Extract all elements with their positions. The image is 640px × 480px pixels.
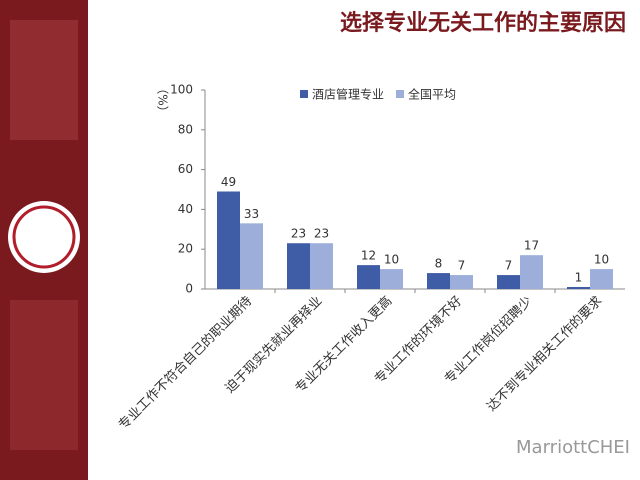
data-label: 33	[244, 207, 259, 221]
bar	[590, 269, 613, 289]
x-tick-label: 达不到专业相关工作的要求	[484, 293, 606, 415]
side-decoration	[10, 300, 78, 450]
x-tick-label: 专业工作不符合自己的职业期待	[115, 293, 255, 433]
legend-label: 全国平均	[408, 87, 456, 102]
bar	[567, 287, 590, 289]
side-decoration	[10, 20, 78, 140]
y-tick-label: 0	[185, 282, 193, 296]
bar	[310, 243, 333, 289]
y-tick-label: 40	[178, 202, 193, 216]
bar	[497, 275, 520, 289]
y-tick-label: 80	[178, 122, 193, 136]
bar	[427, 273, 450, 289]
data-label: 10	[384, 253, 399, 267]
y-tick-label: 20	[178, 242, 193, 256]
logo	[8, 201, 80, 273]
data-label: 8	[435, 257, 443, 271]
chart-title: 选择专业无关工作的主要原因	[340, 10, 626, 36]
bar	[520, 255, 543, 289]
data-label: 17	[524, 239, 539, 253]
watermark: MarriottCHEI	[516, 437, 630, 458]
legend-swatch	[300, 90, 308, 98]
data-label: 7	[458, 259, 466, 273]
bar	[240, 223, 263, 289]
data-label: 10	[594, 253, 609, 267]
bar	[380, 269, 403, 289]
y-tick-label: 60	[178, 162, 193, 176]
data-label: 1	[575, 271, 583, 285]
data-label: 12	[361, 249, 376, 263]
y-tick-label: 100	[170, 83, 193, 97]
bar	[450, 275, 473, 289]
bar	[217, 191, 240, 289]
data-label: 23	[314, 227, 329, 241]
data-label: 49	[221, 175, 236, 189]
bar	[287, 243, 310, 289]
legend-swatch	[396, 90, 405, 98]
logo-ring	[12, 205, 76, 269]
bar	[357, 265, 380, 289]
data-label: 7	[505, 259, 513, 273]
legend-label: 酒店管理专业	[312, 87, 384, 102]
data-label: 23	[291, 227, 306, 241]
y-axis-label: （%）	[156, 82, 170, 117]
